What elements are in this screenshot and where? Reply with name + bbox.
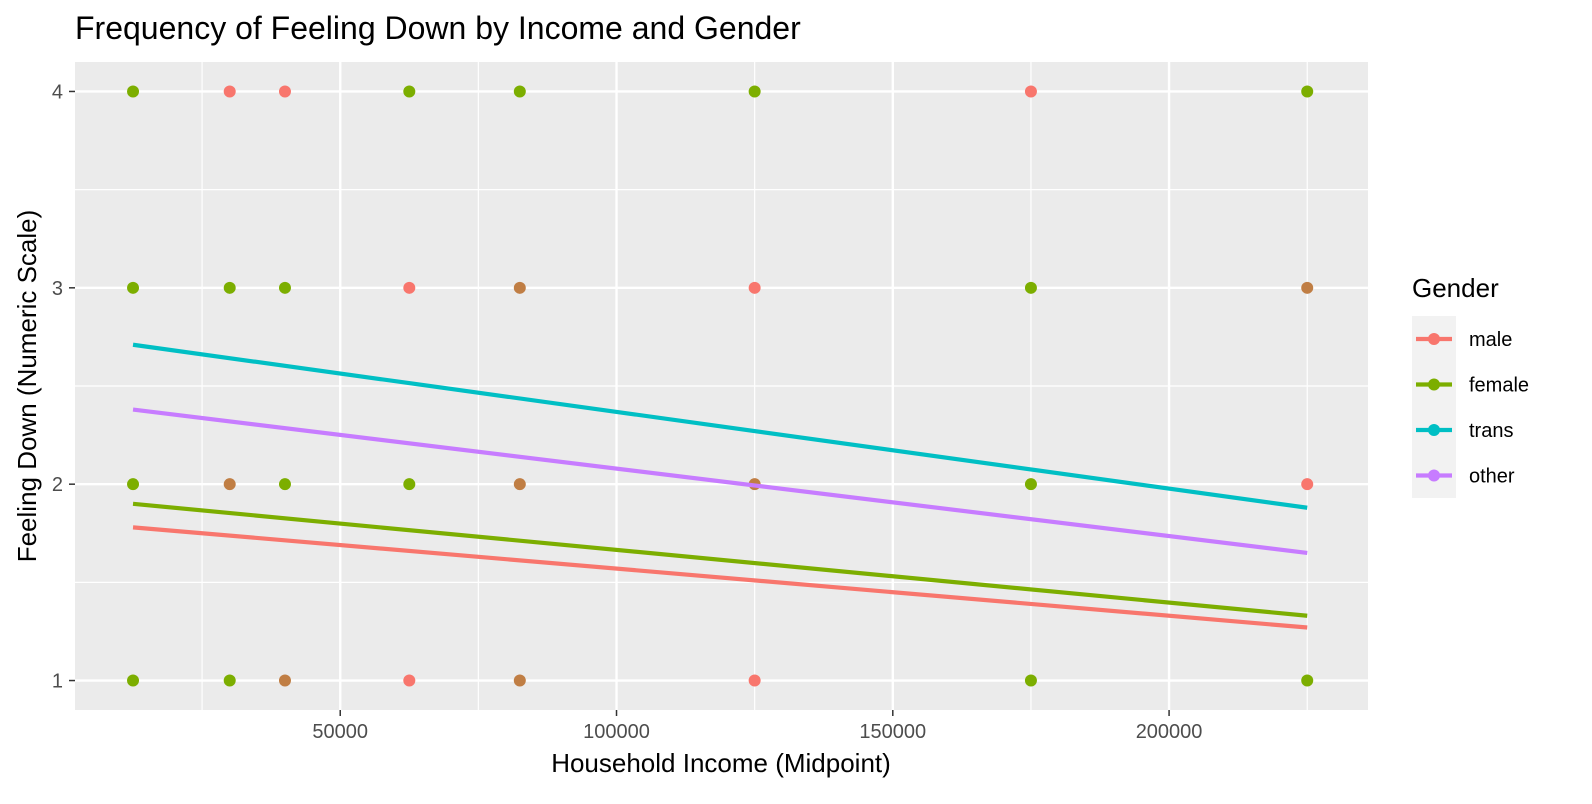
data-point-overlap	[513, 478, 526, 491]
data-point-female	[278, 478, 291, 491]
data-point-female	[748, 85, 761, 98]
data-point-female	[127, 281, 140, 294]
x-tick-label: 200000	[1136, 721, 1203, 743]
trend-line-female	[132, 501, 1308, 618]
chart-title: Frequency of Feeling Down by Income and …	[75, 10, 801, 46]
data-point-male	[403, 674, 416, 687]
legend-label-male: male	[1469, 329, 1512, 351]
data-point-male	[403, 281, 416, 294]
legend-key-point-male	[1428, 333, 1440, 345]
data-point-male	[1301, 478, 1314, 491]
legend-key-background	[1412, 316, 1456, 498]
legend-key-point-trans	[1428, 424, 1440, 436]
data-point-overlap	[1301, 281, 1314, 294]
data-point-female	[127, 478, 140, 491]
legend-title: Gender	[1412, 273, 1499, 303]
trend-line-other	[132, 407, 1308, 555]
y-tick-label: 4	[52, 81, 63, 103]
data-point-female	[1024, 674, 1037, 687]
data-point-female	[513, 85, 526, 98]
x-axis: 50000 100000 150000 200000	[312, 710, 1202, 743]
legend-key-point-female	[1428, 378, 1440, 391]
y-tick-label: 2	[52, 474, 63, 496]
data-point-female	[403, 478, 416, 491]
data-point-male	[223, 85, 236, 98]
legend-label-other: other	[1469, 466, 1515, 488]
data-point-female	[223, 674, 236, 687]
data-point-overlap	[223, 478, 236, 491]
x-tick-label: 150000	[859, 721, 926, 743]
data-point-female	[127, 85, 140, 98]
data-point-female	[403, 85, 416, 98]
y-tick-label: 3	[52, 278, 63, 300]
x-tick-label: 50000	[312, 721, 368, 743]
data-point-male	[278, 85, 291, 98]
data-point-female	[1024, 281, 1037, 294]
data-point-female	[278, 281, 291, 294]
data-point-female	[1301, 674, 1314, 687]
data-point-male	[1024, 85, 1037, 98]
data-point-male	[748, 674, 761, 687]
trend-line-trans	[132, 342, 1308, 510]
data-point-overlap	[278, 674, 291, 687]
data-point-female	[127, 674, 140, 687]
data-point-female	[1024, 478, 1037, 491]
trend-lines	[132, 342, 1308, 630]
legend-key-point-other	[1428, 469, 1440, 482]
data-point-male	[748, 281, 761, 294]
y-tick-label: 1	[52, 671, 63, 693]
data-point-female	[223, 281, 236, 294]
legend-label-female: female	[1469, 375, 1529, 397]
minor-grid	[75, 62, 1368, 710]
data-point-overlap	[513, 674, 526, 687]
trend-line-male	[132, 525, 1308, 630]
legend-label-trans: trans	[1469, 420, 1513, 442]
data-point-overlap	[513, 281, 526, 294]
legend: Gender male female trans other	[1412, 273, 1529, 498]
data-point-female	[1301, 85, 1314, 98]
x-tick-label: 100000	[583, 721, 650, 743]
x-axis-title: Household Income (Midpoint)	[551, 748, 891, 778]
y-axis-title: Feeling Down (Numeric Scale)	[12, 210, 42, 563]
y-axis: 1 2 3 4	[52, 81, 75, 693]
